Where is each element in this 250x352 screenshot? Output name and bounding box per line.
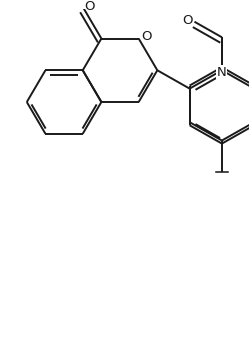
Text: N: N	[217, 65, 227, 78]
Text: O: O	[85, 0, 95, 13]
Text: O: O	[141, 30, 152, 43]
Text: O: O	[182, 13, 192, 26]
